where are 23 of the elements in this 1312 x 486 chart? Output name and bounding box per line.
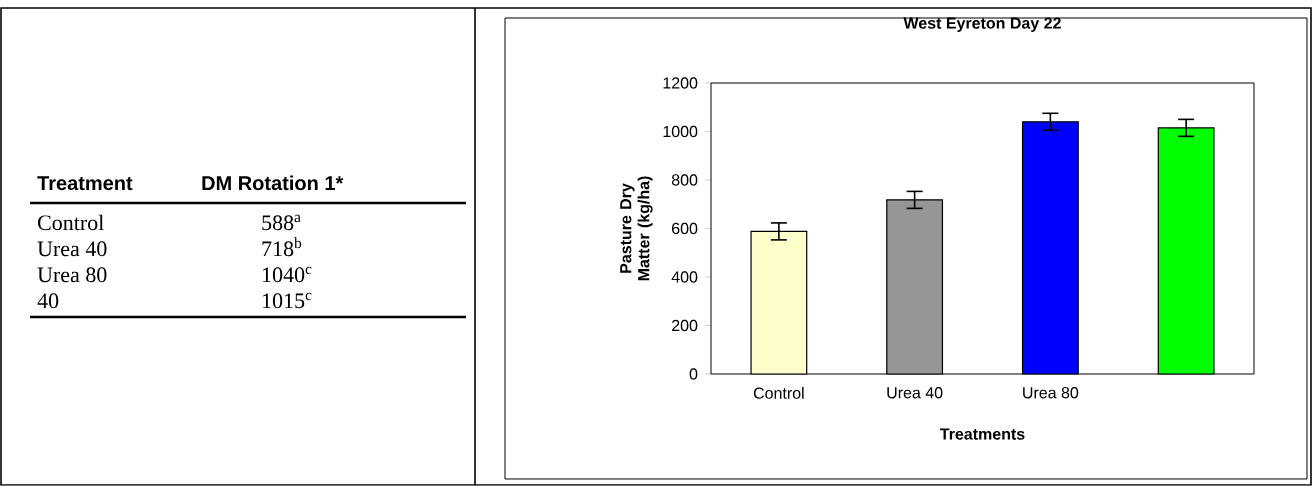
category-label: 40 [37,293,59,309]
y-tick-label: 800 [671,174,698,186]
x-tick-label: Urea 40 [887,387,943,399]
text: Treatment [37,176,133,191]
y-tick-label: 0 [689,368,698,380]
data-label: 1040$^{c}$ [263,266,312,283]
category-label: Urea 40 [37,241,107,257]
y-tick-label: 400 [671,271,698,283]
x-tick-label: Urea 80 [1023,387,1079,399]
category-label: Control [37,214,104,231]
x-axis-title: Treatments [940,428,1025,440]
y-tick-label: 200 [672,319,698,332]
y-axis-title: Pasture Dry Matter (kg/ha) [620,176,653,281]
data-label: 588$^{a}$ [262,214,301,231]
y-tick-label: 1200 [663,77,698,89]
y-tick-label: 1000 [663,125,698,138]
data-label: 718$^{b}$ [262,237,302,257]
y-tick-label: 600 [672,222,698,235]
x-tick-label: Control [753,387,804,399]
data-label: 1015$^{c}$ [263,292,312,309]
category-label: Urea 80 [37,267,107,283]
text: DM Rotation 1* [202,175,344,191]
chart-title: West Eyreton Day 22 [903,17,1061,32]
